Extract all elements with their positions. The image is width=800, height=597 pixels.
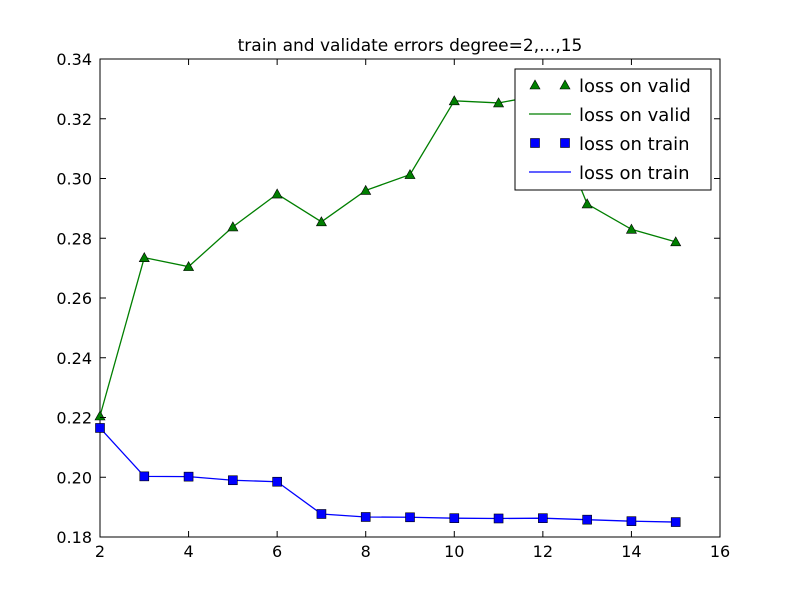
legend-marker — [529, 79, 541, 90]
legend-label: loss on valid — [579, 76, 691, 97]
legend-marker — [559, 79, 571, 90]
y-tick-label: 0.22 — [56, 409, 92, 428]
data-point — [404, 168, 416, 179]
y-tick-label: 0.24 — [56, 349, 92, 368]
legend-label: loss on train — [579, 163, 690, 184]
data-point — [139, 471, 150, 482]
data-point — [582, 514, 592, 525]
x-tick-label: 8 — [361, 542, 371, 561]
y-tick-label: 0.34 — [56, 50, 92, 69]
data-point — [183, 261, 195, 271]
legend: loss on valid loss on valid loss on train l… — [514, 68, 712, 191]
data-point — [316, 509, 327, 519]
data-point — [228, 475, 238, 486]
data-point — [626, 516, 637, 526]
x-tick-label: 4 — [183, 542, 193, 561]
data-point — [405, 512, 415, 523]
data-point — [183, 471, 194, 482]
legend-label: loss on valid — [579, 105, 691, 126]
ticks-layer: 2 4 6 8 10 12 14 16 0.18 0.20 0.22 0.24 0.26 0.28 0.30… — [56, 50, 730, 561]
data-point — [493, 97, 505, 108]
legend-marker — [560, 138, 570, 148]
data-point — [449, 513, 460, 523]
legend-box — [514, 68, 712, 191]
data-point — [360, 184, 372, 195]
x-tick-label: 16 — [710, 542, 730, 561]
chart-title: train and validate errors degree=2,...,1… — [238, 36, 583, 56]
data-point — [625, 223, 637, 234]
data-point — [227, 221, 239, 232]
series-1 — [95, 423, 681, 527]
y-tick-label: 0.28 — [56, 229, 92, 248]
x-tick-label: 12 — [533, 542, 553, 561]
legend-label: loss on train — [579, 134, 690, 155]
data-point — [448, 95, 460, 106]
data-point — [272, 476, 282, 487]
data-point — [315, 216, 327, 227]
legend-marker — [530, 138, 540, 148]
x-tick-label: 10 — [444, 542, 464, 561]
data-point — [670, 236, 682, 247]
y-tick-label: 0.26 — [56, 289, 92, 308]
data-point — [493, 513, 504, 524]
y-tick-label: 0.18 — [56, 528, 92, 547]
x-tick-label: 6 — [272, 542, 282, 561]
data-point — [581, 198, 593, 209]
data-point — [538, 513, 548, 523]
x-tick-label: 2 — [95, 542, 105, 561]
series-line — [99, 427, 676, 523]
data-point — [670, 517, 681, 527]
data-point — [360, 512, 371, 522]
x-tick-label: 14 — [621, 542, 641, 561]
data-point — [138, 252, 150, 262]
y-tick-label: 0.30 — [56, 170, 92, 189]
data-point — [95, 423, 105, 433]
y-tick-label: 0.32 — [56, 110, 92, 129]
data-point — [271, 188, 283, 199]
y-tick-label: 0.20 — [56, 468, 92, 487]
